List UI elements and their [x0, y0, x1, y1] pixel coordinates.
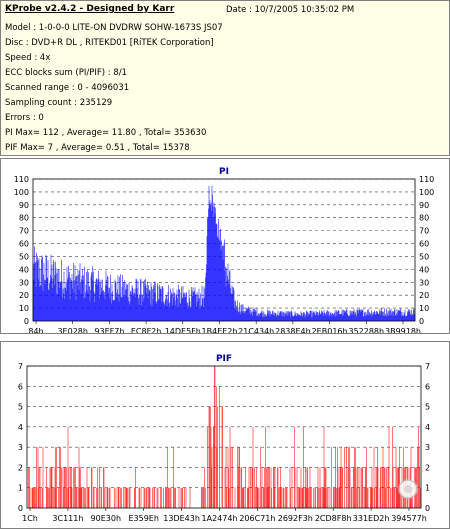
scan-date: Date : 10/7/2005 10:35:02 PM	[226, 5, 355, 15]
x-tick-label: 13DE43h	[163, 514, 200, 523]
info-pi-stats: PI Max= 112 , Average= 11.80 , Total= 35…	[5, 128, 207, 138]
y-tick-label-left: 4	[18, 423, 23, 432]
y-tick-label-right: 6	[425, 382, 430, 391]
x-tick-label: 394577h	[391, 514, 427, 523]
y-tick-label-right: 10	[419, 304, 429, 313]
x-tick-label: 14DE5Fh	[165, 327, 201, 333]
x-tick-label: 2692F3h	[278, 514, 313, 523]
y-tick-label-right: 5	[425, 403, 430, 412]
info-panel: KProbe v2.4.2 - Designed by Karr Date : …	[0, 0, 450, 156]
y-tick-label-right: 20	[419, 291, 429, 300]
y-tick-label-left: 100	[14, 188, 29, 197]
axis-frame	[26, 365, 422, 509]
y-tick-label-left: 20	[19, 291, 29, 300]
info-speed: Speed : 4x	[5, 53, 51, 63]
x-tick-label: 2CD8F8h	[315, 514, 352, 523]
y-tick-label-left: 90	[19, 201, 29, 210]
pif-chart-panel: PIF 0 0 1 1 2 2 3 3 4 4 5 5 6 6 7 7 1Ch 3C111h 90E30h E359Eh…	[0, 341, 450, 529]
x-tick-label: 84h	[28, 327, 43, 333]
info-model: Model : 1-0-0-0 LITE-ON DVDRW SOHW-1673S…	[5, 23, 223, 33]
x-tick-label: 3C111h	[52, 514, 83, 523]
y-tick-label-left: 6	[18, 382, 23, 391]
y-tick-label-left: 0	[24, 317, 29, 326]
y-tick-label-right: 3	[425, 443, 430, 452]
x-tick-label: 90E30h	[91, 514, 121, 523]
info-disc: Disc : DVD+R DL , RITEKD01 [RiTEK Corpor…	[5, 38, 214, 48]
x-tick-label: 1Ch	[22, 514, 38, 523]
chart-title: PIF	[216, 354, 232, 364]
y-tick-label-right: 60	[419, 240, 429, 249]
y-tick-label-left: 1	[18, 484, 23, 493]
x-tick-label: 331ED2h	[353, 514, 390, 523]
x-tick-label: 206C71h	[239, 514, 275, 523]
pif-chart: PIF 0 0 1 1 2 2 3 3 4 4 5 5 6 6 7 7 1Ch 3C111h 90E30h E359Eh…	[18, 354, 430, 523]
y-tick-label-left: 110	[14, 175, 29, 184]
y-tick-label-left: 70	[19, 227, 29, 236]
x-tick-label: E359Eh	[128, 514, 158, 523]
y-tick-label-right: 110	[419, 175, 434, 184]
y-tick-label-right: 4	[425, 423, 430, 432]
info-errors: Errors : 0	[5, 113, 44, 123]
pi-chart-panel: PI 0 0 10 10 20 20 30 30 40 40 50 50 60 60 70 70 80 80 90 90…	[0, 158, 450, 334]
y-tick-label-right: 2	[425, 463, 430, 472]
y-tick-label-right: 70	[419, 227, 429, 236]
axis-frame	[32, 178, 416, 322]
y-tick-label-right: 100	[419, 188, 434, 197]
y-tick-label-left: 80	[19, 214, 29, 223]
info-range: Scanned range : 0 - 4096031	[5, 83, 130, 93]
y-tick-label-left: 40	[19, 265, 29, 274]
info-pif-stats: PIF Max= 7 , Average= 0.51 , Total= 1537…	[5, 143, 190, 153]
x-tick-label: 2EB016h	[312, 327, 348, 333]
x-tick-label: 3E028h	[57, 327, 87, 333]
x-tick-label: 1B4EE2h	[202, 327, 238, 333]
y-tick-label-left: 50	[19, 252, 29, 261]
x-tick-label: 3B9918h	[385, 327, 421, 333]
app-title: KProbe v2.4.2 - Designed by Karr	[5, 4, 175, 14]
y-tick-label-left: 10	[19, 304, 29, 313]
bar-series	[32, 185, 415, 321]
y-tick-label-right: 7	[425, 362, 430, 371]
x-tick-label: EC8F2h	[131, 327, 162, 333]
y-tick-label-right: 1	[425, 484, 430, 493]
y-tick-label-right: 90	[419, 201, 429, 210]
y-tick-label-right: 0	[425, 504, 430, 513]
y-tick-label-right: 0	[419, 317, 424, 326]
pi-chart: PI 0 0 10 10 20 20 30 30 40 40 50 50 60 60 70 70 80 80 90 90…	[14, 167, 435, 333]
x-tick-label: 352288h	[348, 327, 384, 333]
chart-title: PI	[219, 167, 229, 177]
watermark-dot-icon	[404, 485, 412, 493]
x-tick-label: 2838E4h	[275, 327, 311, 333]
info-sampling: Sampling count : 235129	[5, 98, 113, 108]
x-tick-label: 21C434h	[238, 327, 274, 333]
bar-series	[28, 366, 421, 508]
y-tick-label-right: 50	[419, 252, 429, 261]
y-tick-label-left: 5	[18, 403, 23, 412]
x-tick-label: 1A2474h	[202, 514, 238, 523]
info-ecc: ECC blocks sum (PI/PIF) : 8/1	[5, 68, 128, 78]
x-tick-label: 93EF7h	[94, 327, 124, 333]
y-tick-label-right: 80	[419, 214, 429, 223]
y-tick-label-left: 60	[19, 240, 29, 249]
y-tick-label-right: 40	[419, 265, 429, 274]
y-tick-label-right: 30	[419, 278, 429, 287]
y-tick-label-left: 3	[18, 443, 23, 452]
y-tick-label-left: 2	[18, 463, 23, 472]
y-tick-label-left: 0	[18, 504, 23, 513]
y-tick-label-left: 30	[19, 278, 29, 287]
y-tick-label-left: 7	[18, 362, 23, 371]
